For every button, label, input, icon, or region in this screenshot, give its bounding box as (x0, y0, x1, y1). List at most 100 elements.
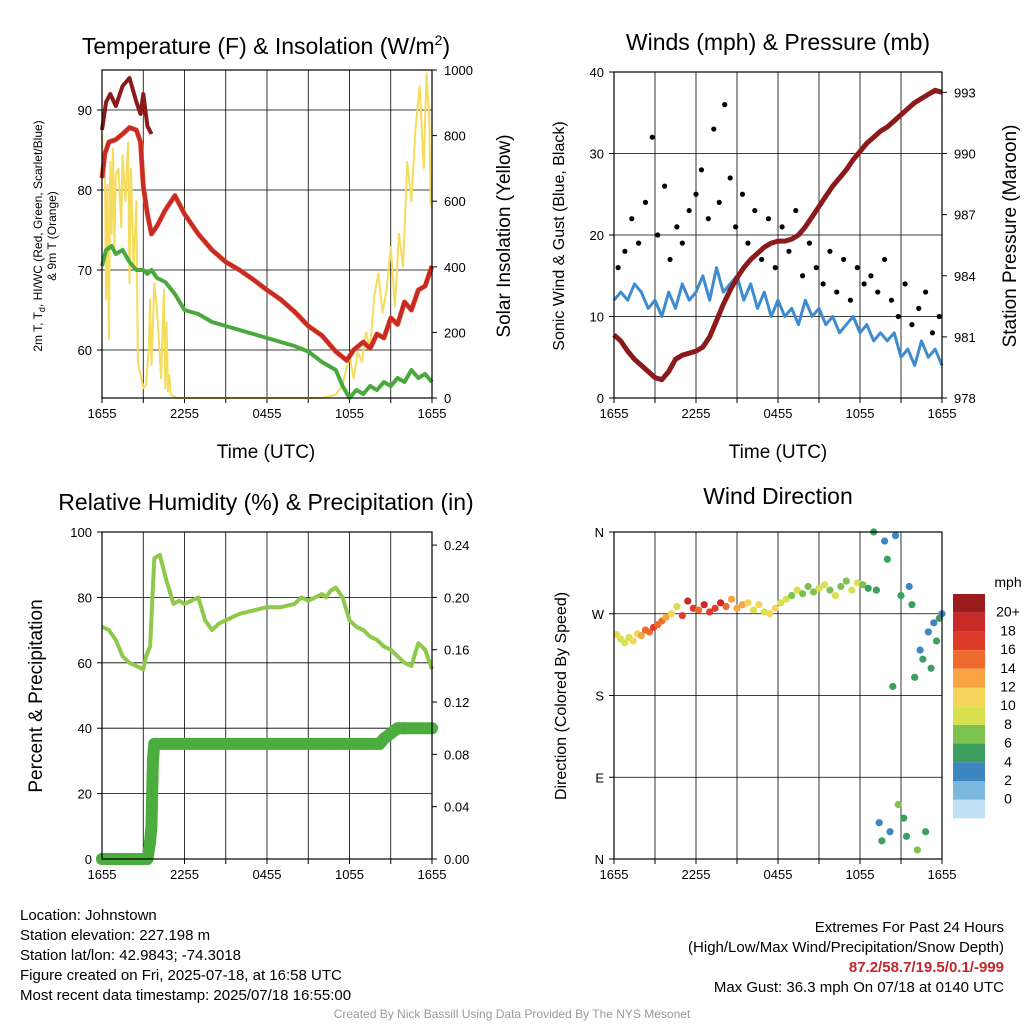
precipitation-point (144, 835, 157, 848)
legend-swatch (953, 762, 985, 781)
series-line-2m-t (100, 125, 434, 363)
direction-point (788, 591, 796, 600)
x-tick-label: 0455 (253, 867, 282, 882)
plot-frame (101, 69, 433, 399)
direction-point (891, 532, 900, 540)
legend-label: 20+ (996, 604, 1020, 620)
series-line-hi (100, 76, 154, 135)
gust-point (759, 256, 765, 263)
direction-point (820, 581, 829, 589)
y-right-tick-label: 400 (444, 260, 466, 275)
gust-point (705, 216, 711, 222)
x-tick-label: 0455 (253, 406, 282, 421)
legend-label: 8 (1004, 716, 1012, 732)
direction-point (826, 586, 834, 594)
x-tick-label: 2255 (170, 867, 199, 882)
y-right-tick-label: 978 (954, 391, 976, 406)
y-tick-label: N (595, 852, 604, 867)
gust-point (820, 281, 826, 287)
gust-point (929, 330, 936, 336)
direction-point (662, 613, 670, 621)
location-text: Location: Johnstown (20, 907, 157, 924)
direction-point (717, 599, 725, 607)
y-tick-label: 20 (78, 787, 92, 802)
gust-point (861, 281, 867, 287)
gust-point (772, 265, 778, 271)
elevation-text: Station elevation: 227.198 m (20, 927, 211, 944)
direction-point (777, 599, 785, 607)
gust-point (667, 256, 673, 263)
y-right-tick-label: 0.24 (444, 538, 469, 553)
x-tick-label: 0455 (764, 867, 793, 882)
y-tick-label: 0 (597, 391, 604, 406)
gust-point (779, 224, 785, 230)
y-tick-label: 70 (78, 263, 92, 278)
direction-point (695, 606, 703, 614)
legend-label: 4 (1004, 753, 1012, 769)
y-tick-label: 60 (78, 656, 92, 671)
plot-frame (613, 531, 943, 860)
y-right-tick-label: 0.08 (444, 747, 469, 762)
direction-point (897, 591, 905, 600)
direction-point (749, 606, 758, 614)
direction-point (864, 584, 872, 592)
x-tick-label: 1655 (928, 406, 957, 421)
precipitation-point (357, 737, 370, 750)
gust-point (622, 248, 628, 254)
direction-point (883, 555, 891, 563)
x-tick-label: 1655 (418, 867, 447, 882)
direction-point (744, 599, 752, 607)
gust-point (793, 207, 799, 214)
precipitation-point (329, 737, 342, 750)
gust-point (722, 102, 728, 108)
precipitation-point (145, 818, 158, 831)
winds-xlabel: Time (UTC) (729, 442, 828, 463)
direction-point (902, 832, 911, 840)
direction-point (878, 837, 886, 845)
gust-point (642, 199, 649, 205)
temperature-xlabel: Time (UTC) (217, 442, 316, 463)
legend-swatch (953, 781, 985, 800)
y-tick-label: 20 (590, 228, 604, 243)
gust-point (854, 265, 860, 271)
direction-point (637, 631, 645, 640)
direction-point (927, 664, 935, 672)
legend-label: 2 (1004, 772, 1012, 788)
direction-panel-title: Wind Direction (703, 483, 853, 509)
y-tick-label: 40 (78, 721, 92, 736)
direction-point (684, 597, 692, 605)
series-line-td (100, 244, 434, 400)
gust-point (895, 313, 901, 320)
x-tick-label: 1055 (335, 406, 364, 421)
direction-point (706, 608, 714, 616)
gust-point (813, 265, 819, 271)
direction-point (886, 828, 894, 836)
precipitation-point (398, 722, 411, 735)
direction-point (727, 595, 736, 603)
gust-point (902, 281, 908, 287)
y-right-tick-label: 0.20 (444, 590, 469, 605)
y-right-tick-label: 981 (954, 330, 976, 345)
y-tick-label: E (595, 770, 604, 785)
humidity-panel-title: Relative Humidity (%) & Precipitation (i… (58, 489, 473, 515)
x-tick-label: 1655 (600, 406, 629, 421)
station-info: Location: Johnstown Station elevation: 2… (20, 906, 351, 1006)
gust-point (786, 248, 792, 254)
latlon-text: Station lat/lon: 42.9843; -74.3018 (20, 947, 242, 964)
extremes-values: 87.2/58.7/19.5/0.1/-999 (848, 959, 1004, 976)
direction-point (738, 601, 747, 609)
gust-point (674, 224, 680, 230)
x-tick-label: 0455 (764, 406, 793, 421)
direction-point (771, 604, 779, 612)
y-tick-label: 30 (590, 147, 604, 162)
precipitation-point (219, 737, 232, 750)
direction-point (733, 604, 741, 612)
direction-point (793, 586, 801, 594)
direction-point (711, 604, 719, 612)
gust-point (868, 273, 874, 279)
plot-frame (613, 71, 943, 399)
temperature-panel-title: Temperature (F) & Insolation (W/m2) (82, 32, 450, 59)
y-tick-label: 40 (590, 65, 604, 80)
temperature-ylabel-left: 2m T, Td, HI/WC (Red, Green, Scarlet/Blu… (31, 120, 47, 351)
